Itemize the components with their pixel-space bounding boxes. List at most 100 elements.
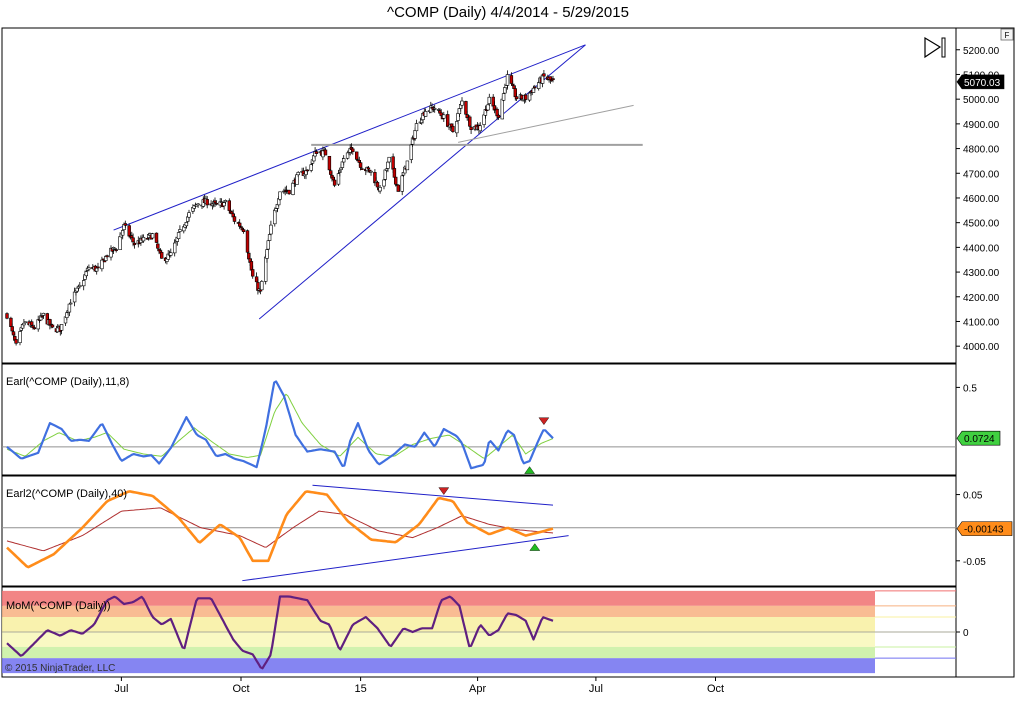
scroll-to-end-icon[interactable]	[924, 36, 946, 59]
candle-body-246	[455, 121, 459, 134]
candle-body-272	[501, 93, 506, 101]
candle-body-230	[423, 111, 428, 117]
earl-tick-label-0: 0.5	[963, 383, 977, 394]
candle-body-143	[266, 240, 270, 250]
corner-f-button[interactable]: F	[1000, 28, 1014, 41]
earl-fast-path	[6, 380, 554, 470]
earl2-fast-path	[6, 490, 554, 569]
candle-body-180	[332, 179, 337, 186]
candle-body-135	[251, 269, 255, 277]
earl2-trendlines	[242, 484, 569, 582]
candle-body-70	[132, 242, 137, 245]
candle-body-95	[178, 229, 182, 232]
earl2-marker-0	[438, 487, 450, 495]
x-tick-label-4: Jul	[589, 683, 603, 695]
x-axis-ticks: Jul Oct 15 Apr Jul Oct	[114, 677, 724, 695]
candle-body-194	[358, 162, 363, 168]
candle-body-130	[241, 229, 246, 232]
candle-body-34	[67, 303, 72, 313]
candle-body-10	[23, 321, 27, 324]
candle-body-81	[154, 232, 159, 243]
earl-markers	[524, 417, 550, 474]
candle-body-43	[84, 271, 89, 277]
candle-body-75	[141, 237, 146, 242]
candle-body-155	[287, 189, 291, 195]
candle-body-80	[150, 233, 155, 239]
corner-f-label: F	[1005, 31, 1010, 40]
price-last-value-bg	[956, 74, 1005, 90]
earl2-fast-line	[6, 490, 554, 569]
candle-body-35	[69, 302, 73, 305]
candle-body-270	[496, 114, 501, 118]
candle-body-94	[176, 232, 181, 239]
candle-body-275	[505, 74, 510, 86]
candle-body-85	[160, 252, 164, 259]
candle-body-165	[305, 169, 309, 172]
candle-body-41	[82, 280, 86, 287]
candle-body-245	[451, 125, 455, 132]
candle-body-205	[378, 187, 382, 192]
candle-body-255	[469, 126, 473, 130]
earl-label: Earl(^COMP (Daily),11,8)	[6, 376, 129, 388]
candle-body-82	[156, 243, 160, 249]
candle-body-20	[41, 312, 46, 316]
candle-body-276	[509, 75, 514, 84]
candle-body-90	[169, 252, 173, 256]
candle-body-260	[478, 125, 482, 132]
earl2-label: Earl2(^COMP (Daily),40)	[6, 488, 127, 500]
earl-marker-0	[538, 417, 550, 426]
candle-body-185	[341, 158, 346, 163]
candle-body-125	[232, 216, 237, 222]
candle-body-212	[392, 168, 397, 178]
mom-path	[6, 595, 554, 670]
x-tick-label-2: 15	[354, 683, 366, 695]
price-panel	[1, 27, 957, 364]
earl-marker-1	[524, 466, 535, 474]
candle-body-250	[460, 100, 464, 106]
candle-body-240	[442, 114, 446, 119]
x-tick-label-3: Apr	[469, 683, 486, 695]
x-tick-label-5: Oct	[707, 683, 724, 695]
candle-body-5	[14, 339, 18, 344]
candle-body-45	[87, 267, 91, 270]
x-tick-label-0: Jul	[114, 683, 128, 695]
candle-body-13	[29, 321, 34, 326]
candle-body-50	[96, 266, 100, 269]
earl2-tick-label-0: 0.05	[963, 491, 983, 502]
candle-body-271	[500, 98, 504, 120]
candle-body-183	[339, 167, 343, 171]
price-tick-label-2: 5000.00	[963, 95, 1000, 106]
candle-body-142	[265, 249, 269, 259]
price-tick-label-4: 4800.00	[963, 145, 1000, 156]
candle-body-181	[336, 173, 341, 185]
candle-body-286	[527, 92, 532, 101]
candle-body-69	[131, 237, 135, 243]
candle-body-224	[413, 129, 417, 139]
candle-body-15	[32, 327, 37, 330]
candle-body-285	[523, 94, 528, 100]
candle-body-91	[173, 242, 177, 254]
mom-line	[6, 595, 554, 670]
earl-fast-line	[6, 380, 554, 470]
price-tick-label-11: 4100.00	[963, 317, 1000, 328]
candle-body-166	[309, 164, 313, 171]
candle-body-290	[533, 86, 537, 89]
candle-body-200	[369, 170, 373, 173]
mom-band-3	[2, 632, 875, 647]
mom-band-4	[2, 646, 875, 659]
value-tags: 5070.03 0.0724 -0.00143	[956, 74, 1013, 536]
earl2-trendline-0	[242, 535, 569, 582]
candle-body-203	[375, 182, 380, 188]
candle-body-206	[382, 179, 386, 187]
candle-body-170	[314, 151, 319, 154]
candle-body-145	[269, 224, 273, 235]
candle-body-150	[278, 191, 282, 200]
mom-band-0	[2, 590, 875, 606]
candle-body-210	[387, 156, 391, 163]
candle-body-176	[327, 155, 332, 171]
candle-body-254	[468, 116, 472, 127]
mom-band-5	[2, 658, 875, 674]
x-tick-label-1: Oct	[232, 683, 249, 695]
candle-body-300	[551, 78, 555, 81]
